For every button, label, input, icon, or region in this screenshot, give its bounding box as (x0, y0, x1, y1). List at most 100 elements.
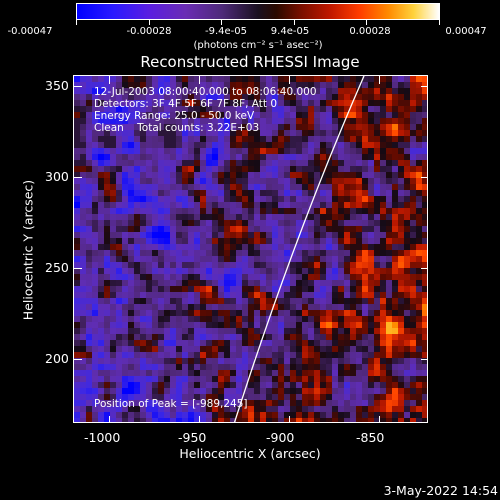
map-pixel (344, 382, 350, 388)
map-pixel (266, 112, 272, 118)
map-pixel (374, 340, 380, 346)
map-pixel (296, 256, 302, 262)
map-pixel (134, 406, 140, 412)
map-pixel (290, 376, 296, 382)
map-pixel (194, 352, 200, 358)
map-pixel (338, 334, 344, 340)
map-pixel (110, 124, 116, 130)
map-pixel (242, 316, 248, 322)
map-pixel (392, 166, 398, 172)
map-pixel (398, 238, 404, 244)
map-pixel (224, 322, 230, 328)
map-pixel (278, 238, 284, 244)
map-pixel (230, 76, 236, 82)
map-pixel (86, 280, 92, 286)
map-pixel (266, 310, 272, 316)
map-pixel (122, 322, 128, 328)
map-pixel (194, 220, 200, 226)
map-pixel (248, 130, 254, 136)
map-pixel (284, 262, 290, 268)
map-pixel (380, 370, 386, 376)
map-pixel (170, 346, 176, 352)
map-pixel (398, 154, 404, 160)
map-pixel (302, 136, 308, 142)
map-pixel (374, 142, 380, 148)
map-pixel (254, 118, 260, 124)
map-pixel (368, 148, 374, 154)
map-pixel (260, 316, 266, 322)
map-pixel (332, 196, 338, 202)
map-pixel (296, 94, 302, 100)
map-pixel (398, 148, 404, 154)
map-pixel (236, 238, 242, 244)
map-pixel (254, 124, 260, 130)
map-pixel (356, 184, 362, 190)
map-pixel (92, 178, 98, 184)
map-pixel (278, 400, 284, 406)
map-pixel (212, 112, 218, 118)
rhessi-image[interactable]: 12-Jul-2003 08:00:40.000 to 08:06:40.000… (73, 75, 428, 423)
map-pixel (374, 172, 380, 178)
map-pixel (332, 262, 338, 268)
map-pixel (152, 370, 158, 376)
map-pixel (146, 274, 152, 280)
map-pixel (158, 208, 164, 214)
map-pixel (212, 364, 218, 370)
map-pixel (410, 130, 416, 136)
map-pixel (104, 400, 110, 406)
map-pixel (362, 286, 368, 292)
map-pixel (242, 370, 248, 376)
map-pixel (302, 262, 308, 268)
map-pixel (392, 376, 398, 382)
map-pixel (134, 148, 140, 154)
map-pixel (80, 418, 86, 422)
map-pixel (338, 256, 344, 262)
map-pixel (80, 256, 86, 262)
map-pixel (74, 262, 80, 268)
map-pixel (380, 178, 386, 184)
map-pixel (92, 124, 98, 130)
map-pixel (110, 316, 116, 322)
map-pixel (224, 124, 230, 130)
map-pixel (254, 286, 260, 292)
map-pixel (290, 244, 296, 250)
map-pixel (86, 118, 92, 124)
map-pixel (188, 250, 194, 256)
map-pixel (344, 250, 350, 256)
map-pixel (374, 412, 380, 418)
map-pixel (74, 226, 80, 232)
map-pixel (248, 142, 254, 148)
map-pixel (332, 124, 338, 130)
map-pixel (284, 304, 290, 310)
map-pixel (416, 274, 422, 280)
map-pixel (158, 154, 164, 160)
map-pixel (344, 400, 350, 406)
map-pixel (284, 196, 290, 202)
map-pixel (380, 238, 386, 244)
map-pixel (320, 148, 326, 154)
map-pixel (104, 394, 110, 400)
map-pixel (302, 304, 308, 310)
map-pixel (326, 292, 332, 298)
map-pixel (164, 322, 170, 328)
map-pixel (248, 412, 254, 418)
map-pixel (158, 322, 164, 328)
map-pixel (254, 382, 260, 388)
map-pixel (224, 208, 230, 214)
map-pixel (350, 274, 356, 280)
map-pixel (104, 286, 110, 292)
map-pixel (362, 334, 368, 340)
map-pixel (272, 178, 278, 184)
map-pixel (314, 226, 320, 232)
map-pixel (326, 148, 332, 154)
map-pixel (404, 412, 410, 418)
map-pixel (362, 226, 368, 232)
map-pixel (104, 292, 110, 298)
map-pixel (194, 76, 200, 82)
map-pixel (80, 184, 86, 190)
map-pixel (212, 310, 218, 316)
map-pixel (80, 238, 86, 244)
map-pixel (74, 400, 80, 406)
map-pixel (272, 94, 278, 100)
map-pixel (122, 82, 128, 88)
